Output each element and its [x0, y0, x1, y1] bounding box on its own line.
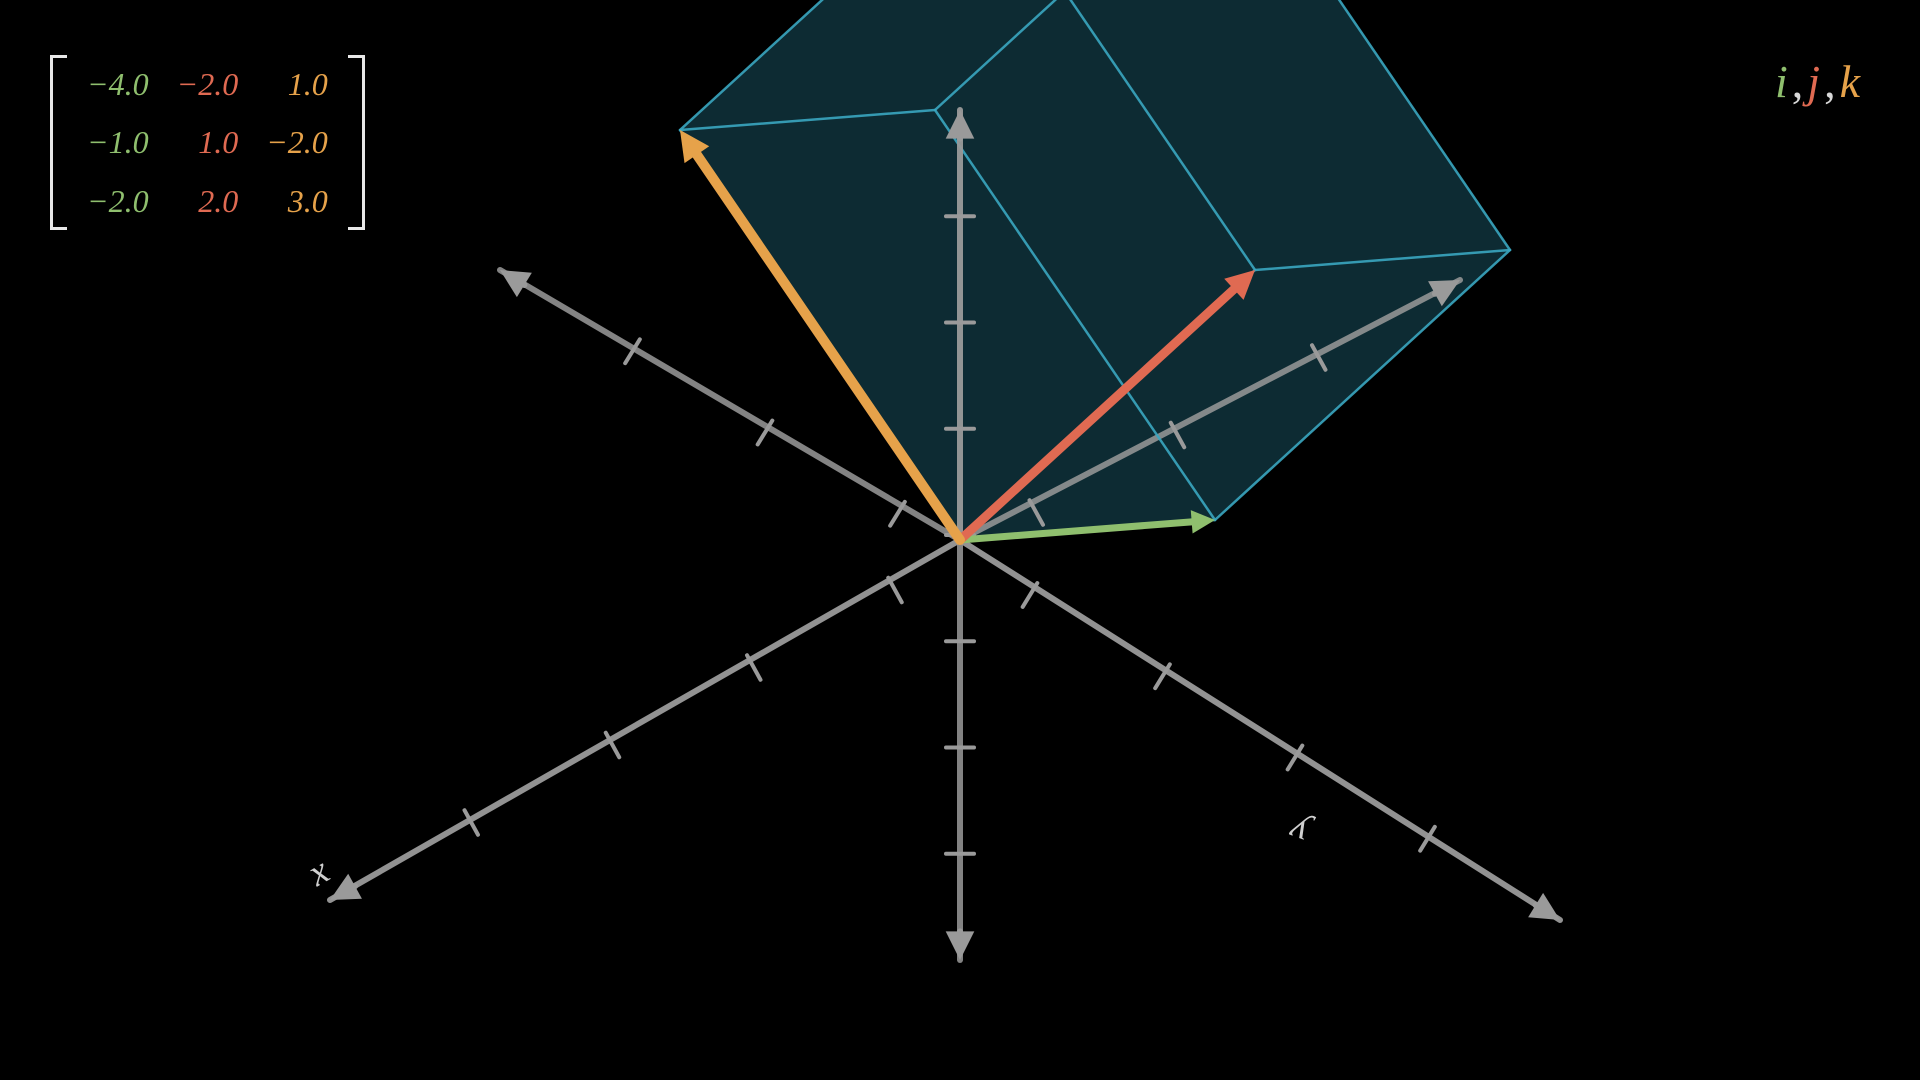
matrix-cell: −4.0 [73, 55, 163, 113]
parallelepiped-faces [680, 0, 1510, 540]
legend-sep: , [1820, 56, 1840, 107]
matrix-cell: −2.0 [163, 55, 253, 113]
matrix-cell: 2.0 [163, 172, 253, 230]
matrix-body: −4.0 −2.0 1.0 −1.0 1.0 −2.0 −2.0 2.0 3.0 [73, 55, 342, 230]
legend-k: k [1840, 56, 1860, 107]
legend-j: j [1807, 56, 1820, 107]
matrix-bracket-left [50, 55, 67, 230]
matrix-cell: −2.0 [252, 113, 342, 171]
matrix-cell: 1.0 [163, 113, 253, 171]
matrix-cell: −2.0 [73, 172, 163, 230]
matrix-cell: 3.0 [252, 172, 342, 230]
transformation-matrix: −4.0 −2.0 1.0 −1.0 1.0 −2.0 −2.0 2.0 3.0 [50, 55, 365, 230]
legend-sep: , [1788, 56, 1808, 107]
matrix-cell: 1.0 [252, 55, 342, 113]
matrix-cell: −1.0 [73, 113, 163, 171]
matrix-bracket-right [348, 55, 365, 230]
basis-legend: i,j,k [1775, 55, 1860, 108]
stage: −4.0 −2.0 1.0 −1.0 1.0 −2.0 −2.0 2.0 3.0… [0, 0, 1920, 1080]
legend-i: i [1775, 56, 1788, 107]
